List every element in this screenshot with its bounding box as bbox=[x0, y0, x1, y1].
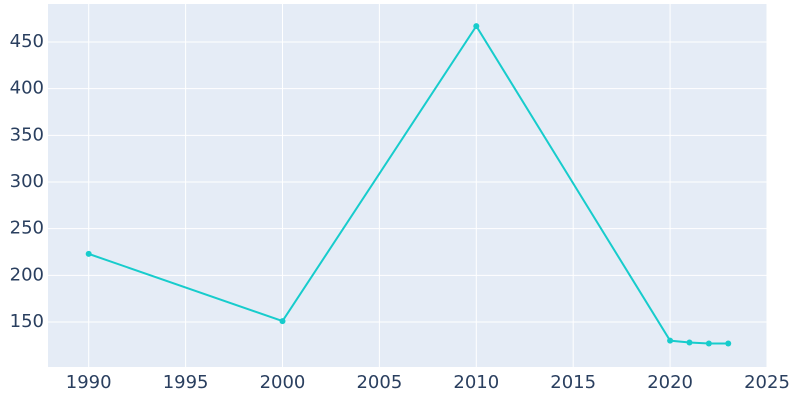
x-tick-label: 2010 bbox=[453, 372, 499, 393]
y-tick-label: 450 bbox=[10, 31, 44, 52]
point bbox=[667, 337, 674, 344]
y-tick-label: 200 bbox=[10, 264, 44, 285]
point bbox=[473, 23, 480, 30]
y-tick-label: 250 bbox=[10, 218, 44, 239]
plot-area bbox=[48, 4, 767, 367]
x-tick-label: 2025 bbox=[744, 372, 790, 393]
point bbox=[705, 340, 712, 347]
y-tick-label: 400 bbox=[10, 78, 44, 99]
point bbox=[686, 339, 693, 346]
x-tick-label: 2020 bbox=[647, 372, 693, 393]
y-tick-label: 350 bbox=[10, 124, 44, 145]
x-tick-label: 2015 bbox=[550, 372, 596, 393]
point bbox=[85, 250, 92, 257]
y-tick-label: 150 bbox=[10, 311, 44, 332]
point bbox=[279, 318, 286, 325]
point bbox=[725, 340, 732, 347]
x-tick-label: 2000 bbox=[260, 372, 306, 393]
y-tick-label: 300 bbox=[10, 171, 44, 192]
x-tick-label: 1995 bbox=[163, 372, 209, 393]
x-tick-label: 1990 bbox=[66, 372, 112, 393]
x-tick-label: 2005 bbox=[356, 372, 402, 393]
